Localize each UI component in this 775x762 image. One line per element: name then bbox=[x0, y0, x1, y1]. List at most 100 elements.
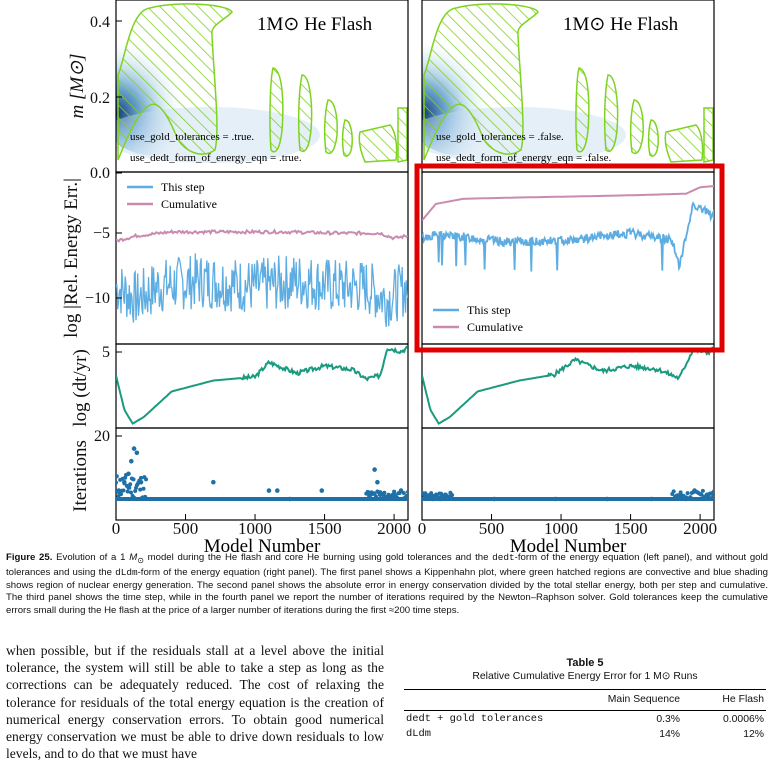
iteration-point bbox=[492, 496, 497, 502]
iteration-point bbox=[116, 480, 118, 485]
iteration-point bbox=[404, 494, 408, 498]
iteration-point bbox=[394, 495, 399, 500]
iteration-point bbox=[211, 479, 216, 485]
timestep-line-left bbox=[116, 345, 408, 425]
iterations-panel-left bbox=[115, 427, 409, 521]
right-panel-title: 1M⊙ He Flash bbox=[563, 14, 679, 35]
figure-25: 1M⊙ He Flash use_gold_tolerances = .true… bbox=[61, 0, 725, 552]
highlight-box bbox=[414, 163, 725, 353]
ytick-energy-0: 0.0 bbox=[90, 165, 110, 182]
iteration-point bbox=[423, 491, 428, 496]
ytick-mass-0.4: 0.4 bbox=[90, 14, 110, 31]
iteration-point bbox=[128, 482, 133, 487]
energy-error-series-left bbox=[116, 228, 408, 327]
row-label: dedt + gold tolerances bbox=[406, 713, 544, 725]
table-header-1: Main Sequence bbox=[568, 689, 682, 711]
body-paragraph: when possible, but if the residuals stal… bbox=[6, 643, 384, 762]
iteration-point bbox=[450, 493, 455, 498]
iteration-point bbox=[671, 489, 676, 494]
ytick-energy-m10: −10 bbox=[85, 290, 110, 307]
caption-code-dldm: dLdm bbox=[115, 567, 138, 579]
iteration-point bbox=[128, 458, 134, 464]
iteration-point bbox=[138, 487, 143, 492]
iterations-panel-right bbox=[421, 427, 715, 521]
iteration-point bbox=[119, 492, 124, 497]
iteration-point bbox=[700, 488, 705, 493]
ylabel-energy: log |Rel. Energy Err.| bbox=[61, 178, 82, 338]
table-5: Table 5 Relative Cumulative Energy Error… bbox=[404, 657, 766, 741]
iteration-point bbox=[553, 496, 558, 502]
row-ms: 0.3% bbox=[656, 714, 680, 725]
iteration-point bbox=[367, 493, 372, 498]
table-row: dLdm 14% 12% bbox=[404, 726, 766, 741]
ytick-mass-0.2: 0.2 bbox=[90, 90, 110, 107]
xtick-label: 1000 bbox=[238, 519, 272, 538]
iteration-point bbox=[122, 481, 127, 486]
iteration-point bbox=[134, 450, 140, 456]
ylabel-timestep: log (dt/yr) bbox=[70, 349, 91, 427]
cumulative-line-right bbox=[422, 185, 714, 222]
legend-cumulative-left: Cumulative bbox=[161, 197, 217, 211]
xlabel-right: Model Number bbox=[510, 536, 627, 552]
iteration-point bbox=[699, 492, 704, 497]
kippenhahn-right bbox=[422, 3, 714, 163]
iterations-series-left bbox=[116, 446, 408, 502]
y-labels: m [M⊙] log |Rel. Energy Err.| log (dt/yr… bbox=[61, 53, 91, 511]
iteration-point bbox=[125, 489, 130, 494]
row-he: 0.0006% bbox=[722, 714, 764, 725]
iteration-point bbox=[133, 489, 138, 494]
figure-caption: Figure 25. Evolution of a 1 M⊙ model dur… bbox=[6, 552, 768, 616]
xtick-label: 0 bbox=[418, 519, 427, 538]
right-note-gold: use_gold_tolerances = .false. bbox=[436, 131, 564, 143]
x-axis-ticks: 0 0 500 500 1000 1000 1500 1500 2000 2000 bbox=[112, 514, 717, 538]
table-body: Main Sequence He Flash dedt + gold toler… bbox=[404, 689, 766, 741]
body-text: when possible, but if the residuals stal… bbox=[6, 642, 384, 762]
iteration-point bbox=[710, 495, 714, 500]
iteration-point bbox=[131, 446, 137, 451]
caption-part4: -form of the energy equation (right pane… bbox=[6, 567, 768, 616]
iteration-point bbox=[649, 496, 654, 502]
timestep-panel-right bbox=[421, 343, 715, 429]
left-note-dedt: use_dedt_form_of_energy_eqn = .true. bbox=[130, 152, 302, 164]
xtick-label: 0 bbox=[112, 519, 121, 538]
iteration-point bbox=[129, 490, 134, 495]
left-panel-title: 1M⊙ He Flash bbox=[257, 14, 373, 35]
iteration-point bbox=[372, 467, 377, 472]
kippenhahn-left bbox=[116, 3, 408, 163]
xtick-label: 1500 bbox=[614, 519, 648, 538]
iteration-point bbox=[287, 496, 293, 502]
xtick-label: 1500 bbox=[308, 519, 342, 538]
timestep-line-right bbox=[422, 345, 714, 425]
table-row: dedt + gold tolerances 0.3% 0.0006% bbox=[404, 711, 766, 727]
legend-cumulative-right: Cumulative bbox=[467, 320, 523, 334]
iteration-point bbox=[685, 491, 690, 496]
iteration-point bbox=[392, 489, 397, 494]
right-column: 1M⊙ He Flash use_gold_tolerances = .fals… bbox=[421, 0, 715, 521]
ytick-dt-5: 5 bbox=[102, 344, 110, 361]
energy-error-series-right bbox=[422, 185, 714, 272]
xtick-label: 500 bbox=[479, 519, 505, 538]
iteration-point bbox=[688, 495, 693, 500]
table-title: Table 5 bbox=[566, 657, 604, 669]
xlabel-left: Model Number bbox=[204, 536, 321, 552]
iteration-point bbox=[712, 489, 714, 494]
iteration-point bbox=[274, 488, 280, 493]
ytick-iter-20: 20 bbox=[94, 428, 110, 445]
table-header-row: Main Sequence He Flash bbox=[404, 689, 766, 711]
caption-part2: model during the He flash and core He bu… bbox=[147, 552, 489, 563]
iteration-point bbox=[266, 488, 272, 493]
iteration-point bbox=[132, 496, 137, 501]
cumulative-line-left bbox=[116, 228, 408, 243]
row-he: 12% bbox=[743, 729, 764, 740]
caption-code-dedt: dedt bbox=[492, 552, 515, 563]
energy-error-panel-left bbox=[115, 171, 409, 345]
iteration-point bbox=[406, 490, 408, 495]
iteration-point bbox=[124, 472, 129, 477]
iteration-point bbox=[143, 494, 148, 499]
legend-this-step-left: This step bbox=[161, 180, 205, 194]
xtick-label: 1000 bbox=[544, 519, 578, 538]
table-caption: Relative Cumulative Energy Error for 1 M… bbox=[472, 671, 698, 682]
ylabel-mass: m [M⊙] bbox=[67, 53, 88, 118]
table-header-2: He Flash bbox=[682, 689, 766, 711]
row-ms: 14% bbox=[659, 729, 680, 740]
